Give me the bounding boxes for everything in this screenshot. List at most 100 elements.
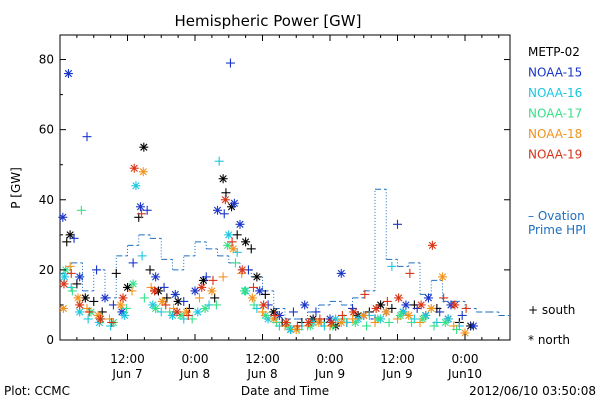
noaa-18-north-point xyxy=(404,310,414,320)
metp-02-south-point xyxy=(387,303,397,313)
noaa-19-south-point xyxy=(315,314,325,324)
noaa-15-south-point xyxy=(142,205,152,215)
y-tick-label: 40 xyxy=(39,193,54,207)
metp-02-north-point xyxy=(139,142,149,152)
x-tick-date: Jun 9 xyxy=(314,367,345,381)
noaa-19-north-point xyxy=(450,300,460,310)
noaa-18-south-point xyxy=(393,314,402,324)
noaa-19-south-point xyxy=(270,310,280,320)
noaa-18-north-point xyxy=(116,300,126,310)
metp-02-south-point xyxy=(62,237,72,247)
noaa-19-north-point xyxy=(118,293,128,303)
noaa-19-south-point xyxy=(405,268,415,278)
noaa-15-south-point xyxy=(69,233,79,243)
x-tick-time: 12:00 xyxy=(380,352,415,366)
noaa-18-north-point xyxy=(314,317,324,327)
noaa-17-north-point xyxy=(151,303,161,313)
noaa-17-south-point xyxy=(429,321,439,331)
x-tick-time: 12:00 xyxy=(110,352,145,366)
noaa-17-south-point xyxy=(139,293,149,303)
noaa-15-south-point xyxy=(393,219,402,229)
noaa-19-north-point xyxy=(220,195,230,205)
y-axis-label: P [GW] xyxy=(9,167,23,209)
noaa-19-south-point xyxy=(161,300,171,310)
noaa-17-south-point xyxy=(211,300,221,310)
noaa-18-south-point xyxy=(348,314,357,324)
noaa-18-north-point xyxy=(138,167,148,177)
noaa-19-south-point xyxy=(137,209,147,219)
noaa-18-north-point xyxy=(336,317,346,327)
noaa-17-south-point xyxy=(76,205,86,215)
chart-title: Hemispheric Power [GW] xyxy=(175,12,362,30)
metp-02-south-point xyxy=(210,293,220,303)
noaa-19-south-point xyxy=(183,310,193,320)
noaa-16-south-point xyxy=(137,251,147,261)
noaa-19-north-point xyxy=(172,307,182,317)
footer-right: 2012/06/10 03:50:08 xyxy=(469,384,596,398)
x-tick-time: 0:00 xyxy=(182,352,209,366)
metp-02-south-point xyxy=(72,279,82,289)
noaa-19-north-point xyxy=(326,317,336,327)
noaa-15-south-point xyxy=(219,209,229,219)
noaa-19-south-point xyxy=(107,317,117,327)
noaa-19-north-point xyxy=(371,303,381,313)
ovation-label-line1: – Ovation xyxy=(528,209,585,223)
footer-left: Plot: CCMC xyxy=(4,384,70,398)
noaa-18-north-point xyxy=(73,293,83,303)
metp-02-south-point xyxy=(111,268,121,278)
noaa-15-north-point xyxy=(229,198,239,208)
noaa-19-north-point xyxy=(237,265,247,275)
noaa-17-south-point xyxy=(407,317,417,327)
noaa-18-north-point xyxy=(381,307,391,317)
y-tick-label: 20 xyxy=(39,263,54,277)
legend: METP-02 NOAA-15 NOAA-16 NOAA-17 NOAA-18 NOAA-… xyxy=(528,45,582,162)
noaa-18-south-point xyxy=(195,293,204,303)
noaa-19-south-point xyxy=(360,289,370,299)
y-tick-label: 80 xyxy=(39,53,54,67)
metp-02-north-point xyxy=(123,282,132,292)
plot-frame xyxy=(59,34,511,341)
noaa-19-north-point xyxy=(59,279,69,289)
noaa-19-south-point xyxy=(84,307,94,317)
ovation-label-line2: Prime HPI xyxy=(528,223,586,237)
noaa-19-south-point xyxy=(461,303,471,313)
noaa-17-south-point xyxy=(67,286,77,296)
noaa-18-north-point xyxy=(291,324,301,334)
noaa-16-north-point xyxy=(60,272,69,282)
noaa-19-north-point xyxy=(394,293,404,303)
noaa-15-south-point xyxy=(159,282,169,292)
noaa-19-north-point xyxy=(349,307,359,317)
noaa-16-north-point xyxy=(224,230,234,240)
x-tick-time: 0:00 xyxy=(452,352,479,366)
noaa-16-south-point xyxy=(83,314,93,324)
x-tick-date: Jun 8 xyxy=(246,367,277,381)
noaa-15-south-point xyxy=(92,265,102,275)
y-tick-label: 60 xyxy=(39,123,54,137)
metp-02-south-point xyxy=(260,289,270,299)
noaa-17-north-point xyxy=(240,286,249,296)
noaa-17-south-point xyxy=(384,317,394,327)
legend-metp-02: METP-02 xyxy=(528,45,580,59)
noaa-15-north-point xyxy=(170,289,180,299)
noaa-15-south-point xyxy=(82,132,92,142)
noaa-17-north-point xyxy=(200,303,210,313)
marker-legend-south: + south xyxy=(528,303,575,317)
metp-02-north-point xyxy=(252,272,262,282)
noaa-18-south-point xyxy=(258,307,267,317)
noaa-19-south-point xyxy=(66,268,76,278)
noaa-19-south-point xyxy=(249,282,258,292)
noaa-18-north-point xyxy=(438,272,447,282)
noaa-19-north-point xyxy=(197,282,207,292)
noaa-15-south-point xyxy=(225,58,235,68)
noaa-15-south-point xyxy=(179,296,189,306)
noaa-15-north-point xyxy=(75,272,85,282)
noaa-15-north-point xyxy=(468,321,478,331)
x-tick-time: 0:00 xyxy=(317,352,344,366)
metp-02-south-point xyxy=(246,244,256,254)
data-points xyxy=(58,58,478,338)
noaa-19-north-point xyxy=(75,300,85,310)
metp-02-north-point xyxy=(218,174,228,184)
noaa-18-north-point xyxy=(359,310,369,320)
noaa-16-south-point xyxy=(156,307,166,317)
